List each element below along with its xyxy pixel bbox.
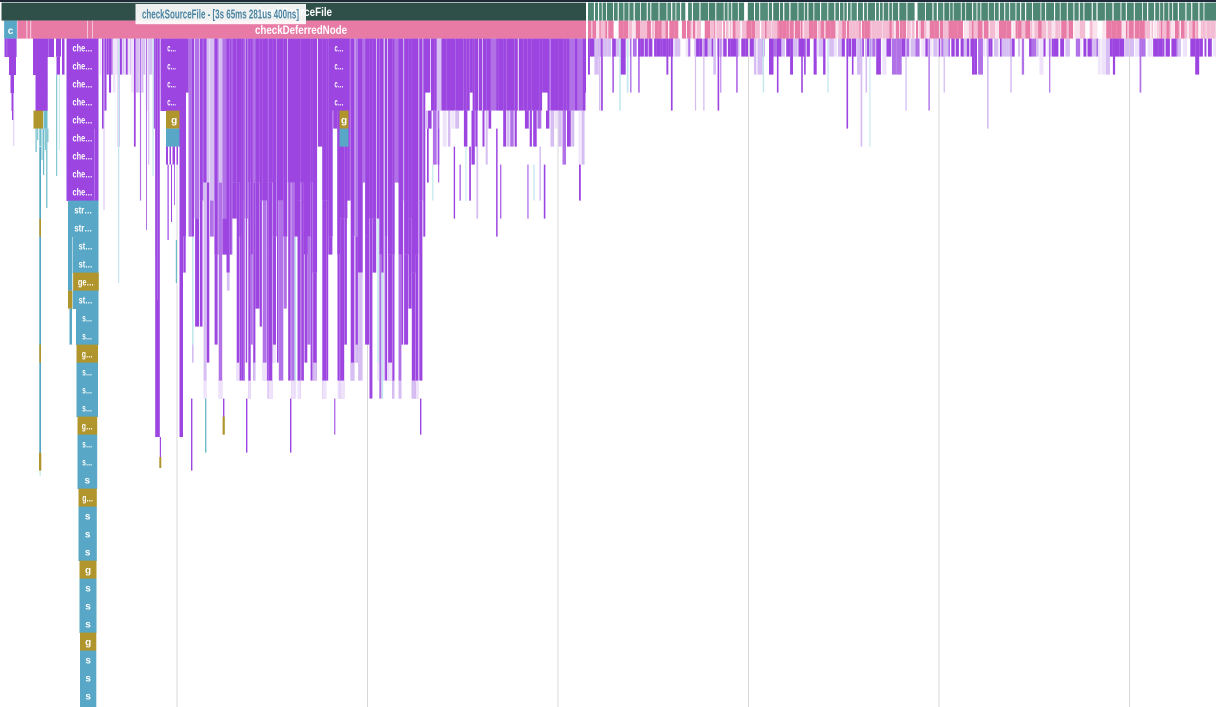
svg-text:g: g [85,566,91,577]
svg-text:che…: che… [73,80,93,91]
svg-text:s…: s… [82,458,92,469]
svg-text:che…: che… [73,62,93,73]
svg-text:s: s [85,548,91,559]
svg-text:s: s [85,692,91,703]
svg-text:c…: c… [167,98,176,109]
svg-text:g: g [341,116,347,127]
svg-text:st…: st… [79,296,93,307]
svg-text:s…: s… [82,332,92,343]
svg-text:g: g [171,116,177,127]
svg-text:g…: g… [82,350,93,361]
svg-text:str…: str… [74,224,92,235]
svg-text:c…: c… [335,80,344,91]
svg-text:che…: che… [73,188,93,199]
svg-text:st…: st… [79,242,93,253]
svg-text:g: g [85,638,91,649]
svg-text:c…: c… [335,98,344,109]
svg-text:str…: str… [74,206,92,217]
svg-text:s: s [85,656,91,667]
svg-text:s…: s… [82,440,92,451]
svg-text:c…: c… [167,62,176,73]
svg-text:s: s [85,620,91,631]
svg-text:s…: s… [82,314,92,325]
svg-text:s: s [85,476,91,487]
svg-text:ge…: ge… [78,278,94,289]
svg-text:che…: che… [73,98,93,109]
svg-text:g…: g… [82,494,93,505]
svg-text:checkSourceFile - [3s 65ms 281: checkSourceFile - [3s 65ms 281us 400ns] [142,8,299,22]
svg-text:che…: che… [73,152,93,163]
svg-text:s: s [85,512,91,523]
svg-text:s…: s… [82,368,92,379]
svg-text:c…: c… [335,44,344,55]
svg-text:s: s [85,602,91,613]
svg-text:s: s [85,674,91,685]
svg-text:s…: s… [82,404,92,415]
svg-text:c…: c… [167,80,176,91]
svg-text:che…: che… [73,44,93,55]
svg-text:st…: st… [79,260,93,271]
svg-text:c…: c… [167,44,176,55]
svg-text:g…: g… [82,422,93,433]
svg-text:checkDeferredNode: checkDeferredNode [255,25,347,37]
svg-text:c: c [8,26,14,37]
svg-text:s: s [85,584,91,595]
svg-text:che…: che… [73,116,93,127]
svg-text:s…: s… [82,386,92,397]
svg-text:che…: che… [73,134,93,145]
svg-text:che…: che… [73,170,93,181]
svg-text:s: s [85,530,91,541]
svg-text:c…: c… [335,62,344,73]
